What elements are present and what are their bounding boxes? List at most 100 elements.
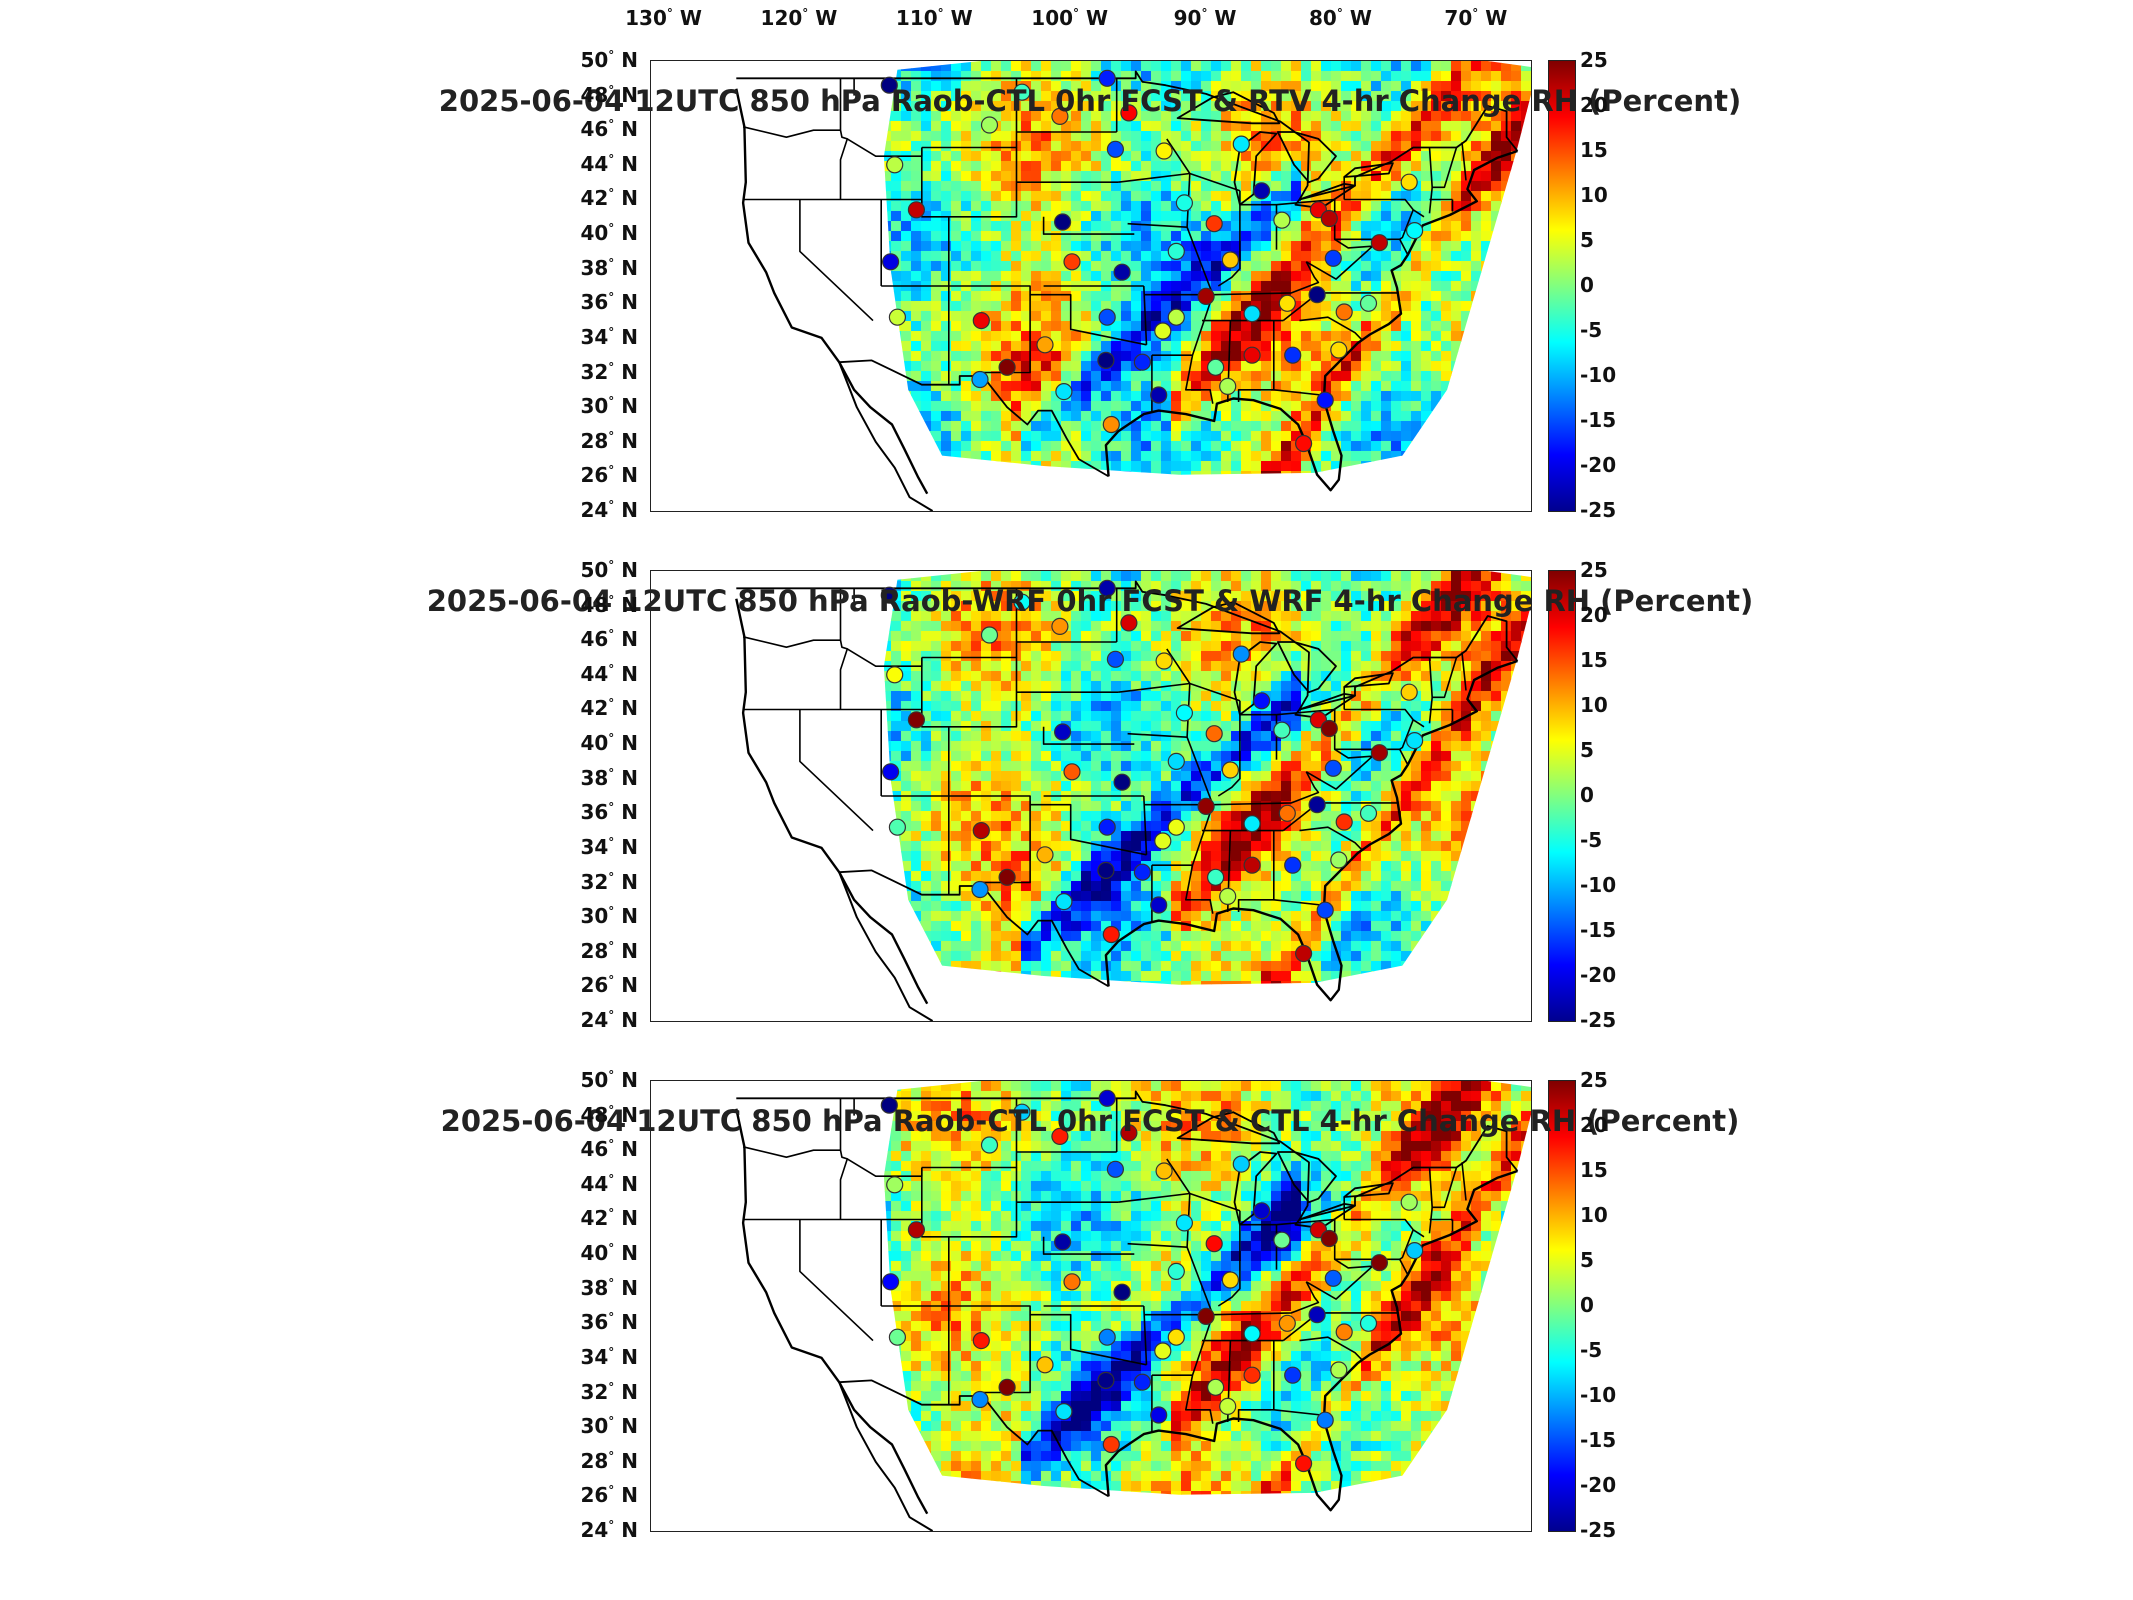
station-marker [1102,1435,1120,1454]
latitude-tick-label: 28° N [580,428,638,453]
latitude-tick-label: 40° N [580,731,638,756]
colorbar-tick-label: 15 [1580,1158,1608,1182]
station-marker [998,358,1016,376]
station-marker [1098,818,1116,836]
latitude-tick-label: 48° N [580,592,638,617]
colorbar-tick-label: 10 [1580,693,1608,717]
station-marker [1219,377,1237,395]
longitude-tick-label: 90° W [1173,6,1237,30]
colorbar [1548,60,1576,512]
latitude-tick-label: 50° N [580,558,638,582]
station-marker [998,868,1016,886]
station-marker [1063,763,1081,781]
station-marker [1120,614,1138,632]
colorbar-tick-label: -5 [1580,318,1603,342]
longitude-tick-label: 110° W [895,6,973,30]
latitude-tick-label: 48° N [580,1102,638,1127]
colorbar-tick-label: 20 [1580,93,1608,117]
station-marker [1284,856,1302,874]
colorbar-tick-label: 5 [1580,228,1594,252]
station-marker [1175,704,1194,722]
station-marker [1405,222,1424,240]
station-marker [980,116,999,134]
map-outlines [735,1090,1519,1531]
station-marker [1243,1366,1261,1384]
latitude-tick-label: 28° N [580,938,638,963]
latitude-tick-label: 36° N [580,290,638,315]
station-marker [1098,308,1116,326]
station-marker [1243,346,1261,364]
station-marker [998,1378,1016,1396]
colorbar-tick-label: 0 [1580,783,1594,807]
station-marker [1324,249,1342,267]
station-marker [1324,1269,1342,1287]
latitude-tick-label: 38° N [580,255,638,280]
station-marker [1106,1160,1124,1178]
station-marker [1294,434,1313,453]
station-marker [980,626,999,644]
station-marker [886,666,904,684]
colorbar-tick-label: 20 [1580,1113,1608,1137]
station-marker [1133,353,1151,371]
station-marker [1054,723,1072,741]
station-marker [972,312,990,330]
latitude-tick-label: 30° N [580,904,638,929]
station-marker [1243,815,1261,833]
station-marker [1206,358,1225,376]
station-marker [1294,944,1313,963]
latitude-tick-label: 40° N [580,221,638,246]
latitude-tick-label: 30° N [580,394,638,419]
station-marker [1175,1214,1194,1232]
colorbar-tick-label: -25 [1580,1008,1617,1032]
colorbar-tick-label: -5 [1580,828,1603,852]
station-marker [1273,211,1291,229]
station-marker [1405,1242,1424,1260]
colorbar-tick-label: 5 [1580,1248,1594,1272]
station-marker [1284,346,1302,364]
station-marker [1113,263,1131,281]
station-marker [907,1221,925,1239]
colorbar-tick-label: -10 [1580,873,1617,897]
colorbar-tick-label: -20 [1580,453,1617,477]
station-marker [1097,351,1115,369]
colorbar-tick-label: 0 [1580,1293,1594,1317]
colorbar-tick-label: -5 [1580,1338,1603,1362]
station-marker [1155,1162,1173,1180]
longitude-tick-label: 80° W [1309,6,1372,30]
station-marker [1324,759,1342,777]
station-marker [1252,182,1271,200]
station-marker [1205,1235,1223,1253]
station-marker [882,1273,900,1291]
station-marker [1278,294,1296,312]
colorbar-tick-label: 25 [1580,1068,1608,1092]
colorbar [1548,570,1576,1022]
station-marker [1113,1283,1131,1301]
station-marker [1102,925,1120,944]
colorbar-tick-label: -20 [1580,1473,1617,1497]
rh-change-field [735,61,1531,511]
station-marker [907,201,925,219]
colorbar [1548,1080,1576,1532]
panel-title: 2025-06-04 12UTC 850 hPa Raob-CTL 0hr FC… [440,1104,1740,1138]
station-marker [1167,1328,1185,1346]
latitude-tick-label: 36° N [580,800,638,825]
station-marker [1278,1314,1296,1332]
map-area [650,60,1532,512]
longitude-tick-label: 120° W [760,6,838,30]
station-marker [888,818,906,836]
station-marker [1330,1361,1348,1379]
map-outlines [735,580,1519,1021]
rh-change-field [735,571,1531,1021]
station-marker [1243,1325,1261,1343]
colorbar-tick-label: 25 [1580,558,1608,582]
station-marker [1106,140,1124,158]
colorbar-tick-label: 15 [1580,648,1608,672]
latitude-tick-label: 32° N [580,1379,638,1404]
station-marker [1154,322,1172,340]
colorbar-tick-label: 10 [1580,1203,1608,1227]
latitude-tick-label: 24° N [580,1518,638,1542]
station-marker [1335,303,1353,321]
station-marker [1232,1155,1250,1173]
longitude-axis: 130° W 120° W 110° W 100° W 90° W 80° W 70° W [0,0,2133,50]
station-marker [1098,69,1116,87]
